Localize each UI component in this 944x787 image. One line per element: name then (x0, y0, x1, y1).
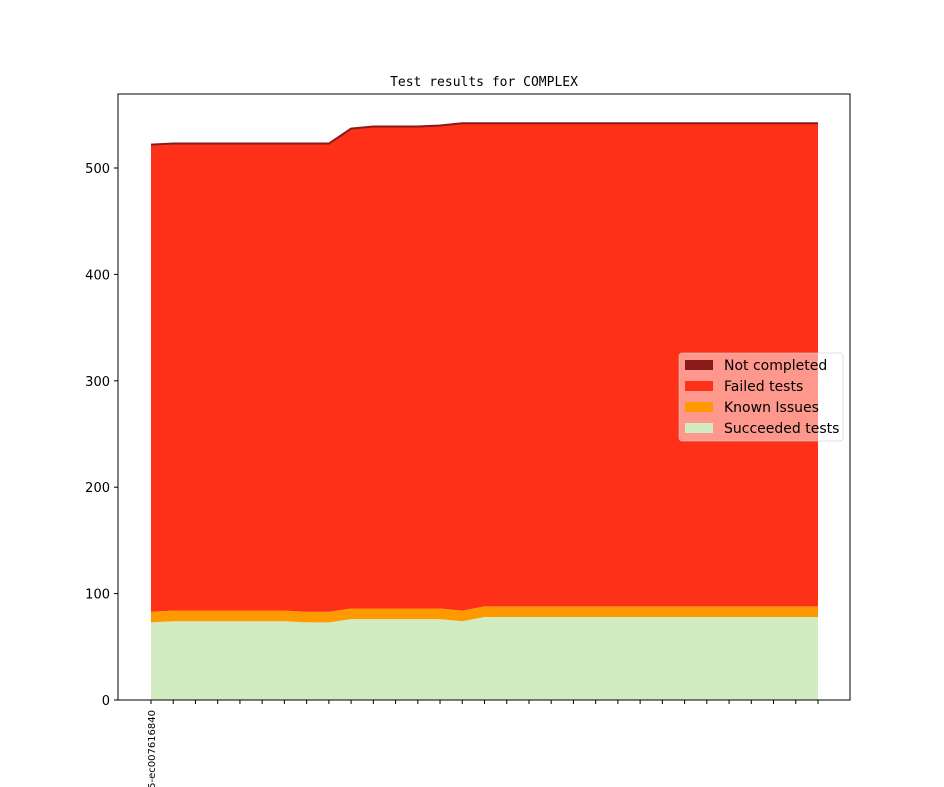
series-area-known-issues (151, 606, 818, 623)
legend-box (678, 352, 844, 442)
series-area-succeeded-tests (151, 617, 818, 700)
legend-swatch (685, 360, 713, 370)
legend-label: Succeeded tests (724, 421, 839, 437)
legend-swatch (685, 423, 713, 433)
chart-title: Test results for COMPLEX (390, 75, 578, 90)
legend: Not completed Failed tests Known Issues Suc… (678, 352, 844, 442)
legend-swatch (685, 402, 713, 412)
legend-label: Known Issues (724, 400, 819, 416)
series-area-failed-tests (151, 123, 818, 612)
y-tick-label: 100 (85, 588, 110, 603)
y-tick-label: 400 (85, 268, 110, 283)
y-tick-label: 300 (85, 375, 110, 390)
legend-swatch (685, 381, 713, 391)
y-tick-label: 500 (85, 162, 110, 177)
x-tick-label: 5-ec007616840 (147, 710, 158, 787)
legend-label: Not completed (724, 358, 827, 374)
y-tick-label: 0 (102, 694, 110, 709)
series-line-not-completed (150, 122, 818, 146)
y-axis: 0 100 200 300 400 500 (85, 162, 118, 709)
x-axis: 5-ec007616840 (147, 700, 819, 787)
y-tick-label: 200 (85, 481, 110, 496)
series-layer (150, 122, 818, 700)
legend-label: Failed tests (724, 379, 803, 395)
